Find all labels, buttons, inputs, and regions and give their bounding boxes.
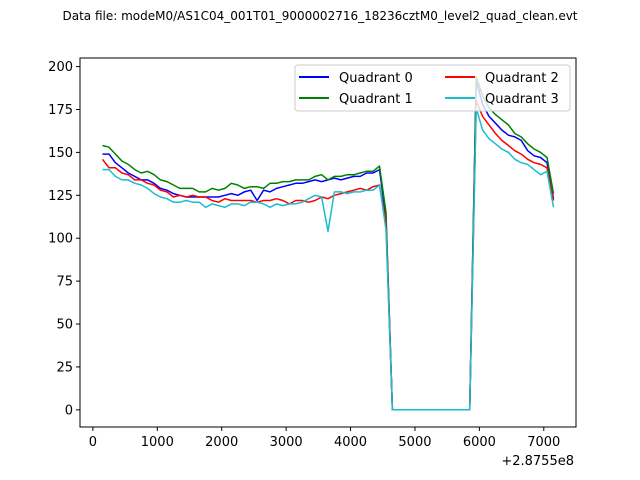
- x-tick-label: 5000: [398, 435, 431, 450]
- series-line-quadrant-1: [102, 76, 555, 411]
- y-tick-label: 175: [48, 103, 73, 118]
- chart-title: Data file: modeM0/AS1C04_001T01_90000027…: [62, 9, 577, 23]
- y-tick-label: 125: [48, 189, 73, 204]
- legend-box: [294, 64, 571, 112]
- legend: Quadrant 0 Quadrant 1 Quadrant 2 Quadrant 3: [294, 64, 571, 112]
- axes: 0 1000 2000 3000 4000 5000 6000 7000 0 25 50 75 100 1…: [48, 57, 577, 450]
- legend-label-quadrant-0: Quadrant 0: [339, 71, 413, 86]
- y-tick-label: 0: [65, 403, 73, 418]
- axes-frame: [79, 57, 577, 428]
- y-tick-label: 50: [56, 318, 73, 333]
- x-tick-label: 6000: [463, 435, 496, 450]
- x-offset-label: +2.8755e8: [501, 454, 574, 469]
- series-line-quadrant-0: [102, 79, 555, 411]
- x-tick-label: 7000: [527, 435, 560, 450]
- series-layer: [101, 76, 555, 411]
- x-tick-label: 0: [89, 435, 97, 450]
- y-tick-label: 75: [56, 275, 73, 290]
- x-tick-label: 1000: [141, 435, 174, 450]
- y-tick-label: 150: [48, 146, 73, 161]
- x-tick-label: 3000: [270, 435, 303, 450]
- x-tick-label: 4000: [334, 435, 367, 450]
- y-tick-label: 100: [48, 232, 73, 247]
- legend-label-quadrant-2: Quadrant 2: [485, 71, 559, 86]
- plot-area: [101, 76, 555, 411]
- x-tick-label: 2000: [205, 435, 238, 450]
- y-tick-label: 200: [48, 60, 73, 75]
- series-line-quadrant-3: [102, 107, 555, 411]
- legend-label-quadrant-3: Quadrant 3: [485, 92, 559, 107]
- legend-label-quadrant-1: Quadrant 1: [339, 92, 413, 107]
- y-tick-label: 25: [56, 360, 73, 375]
- series-line-quadrant-2: [101, 100, 555, 411]
